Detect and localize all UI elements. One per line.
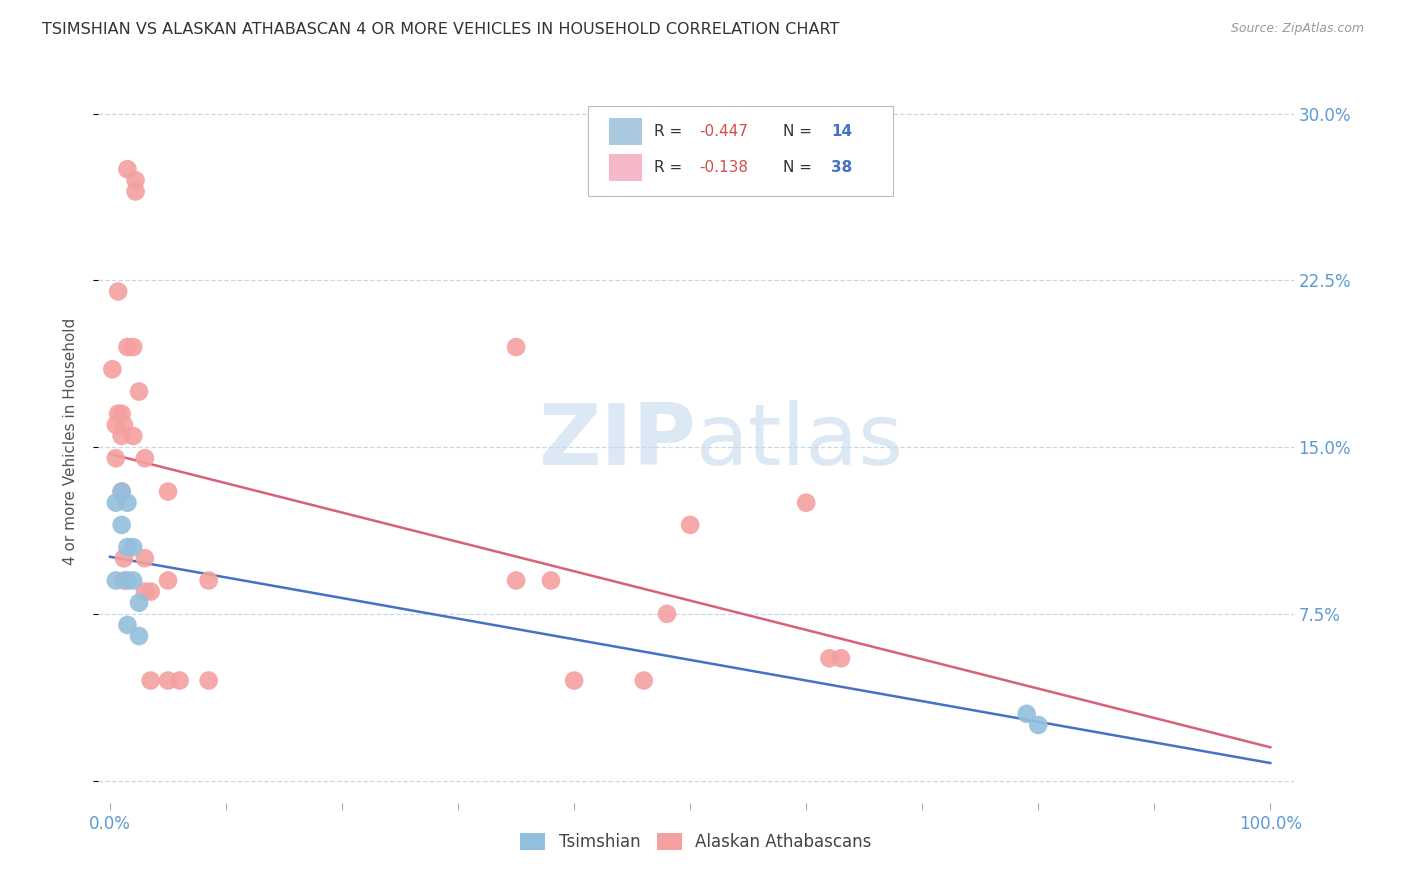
Point — [122, 429, 145, 443]
Text: atlas: atlas — [696, 400, 904, 483]
Point — [122, 340, 145, 354]
Point — [830, 651, 852, 665]
FancyBboxPatch shape — [609, 154, 643, 181]
Legend: Tsimshian, Alaskan Athabascans: Tsimshian, Alaskan Athabascans — [512, 825, 880, 860]
Point — [505, 340, 527, 354]
Point — [101, 362, 124, 376]
Point — [540, 574, 562, 588]
Point — [197, 574, 219, 588]
Point — [794, 496, 817, 510]
Point — [122, 574, 145, 588]
Point — [117, 162, 139, 177]
Point — [111, 429, 134, 443]
Point — [104, 417, 127, 432]
Point — [655, 607, 678, 621]
Point — [117, 496, 139, 510]
Point — [117, 540, 139, 554]
Point — [679, 517, 702, 532]
Y-axis label: 4 or more Vehicles in Household: 4 or more Vehicles in Household — [63, 318, 77, 566]
Text: ZIP: ZIP — [538, 400, 696, 483]
Point — [134, 584, 156, 599]
Text: R =: R = — [654, 161, 688, 175]
Point — [128, 596, 150, 610]
Point — [157, 484, 180, 499]
Point — [112, 574, 135, 588]
FancyBboxPatch shape — [589, 105, 893, 196]
Text: 14: 14 — [831, 124, 852, 139]
Point — [197, 673, 219, 688]
Point — [134, 551, 156, 566]
Point — [134, 451, 156, 466]
Point — [1015, 706, 1038, 721]
Point — [111, 407, 134, 421]
Point — [124, 173, 146, 187]
Point — [157, 673, 180, 688]
Text: TSIMSHIAN VS ALASKAN ATHABASCAN 4 OR MORE VEHICLES IN HOUSEHOLD CORRELATION CHAR: TSIMSHIAN VS ALASKAN ATHABASCAN 4 OR MOR… — [42, 22, 839, 37]
Text: N =: N = — [783, 124, 817, 139]
Text: 38: 38 — [831, 161, 852, 175]
Point — [139, 673, 162, 688]
Point — [117, 574, 139, 588]
Point — [104, 451, 127, 466]
Point — [128, 629, 150, 643]
Point — [104, 496, 127, 510]
Point — [107, 285, 129, 299]
Point — [169, 673, 191, 688]
Point — [117, 340, 139, 354]
Text: R =: R = — [654, 124, 688, 139]
Point — [139, 584, 162, 599]
Point — [117, 618, 139, 632]
Text: Source: ZipAtlas.com: Source: ZipAtlas.com — [1230, 22, 1364, 36]
Point — [633, 673, 655, 688]
Point — [128, 384, 150, 399]
Point — [562, 673, 585, 688]
Point — [818, 651, 841, 665]
Point — [124, 185, 146, 199]
Text: N =: N = — [783, 161, 817, 175]
Text: -0.138: -0.138 — [700, 161, 748, 175]
Point — [111, 517, 134, 532]
Point — [157, 574, 180, 588]
Text: -0.447: -0.447 — [700, 124, 748, 139]
Point — [112, 551, 135, 566]
Point — [505, 574, 527, 588]
Point — [1026, 718, 1049, 732]
Point — [112, 417, 135, 432]
Point — [111, 484, 134, 499]
FancyBboxPatch shape — [609, 118, 643, 145]
Point — [107, 407, 129, 421]
Point — [104, 574, 127, 588]
Point — [122, 540, 145, 554]
Point — [111, 484, 134, 499]
